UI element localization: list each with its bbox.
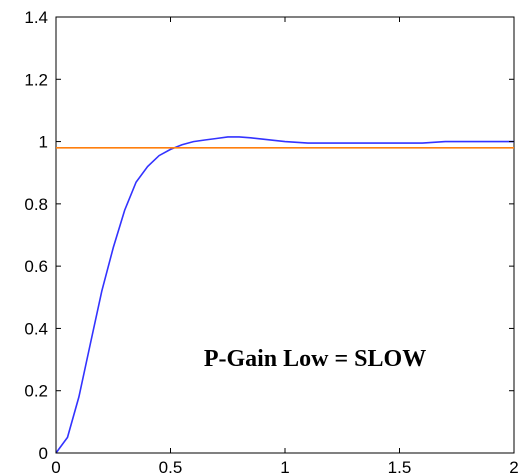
x-tick-label: 0 [51, 458, 60, 476]
x-axis: 0 0.5 1 1.5 2 [51, 17, 519, 476]
x-tick-label: 1.5 [388, 458, 412, 476]
y-tick-label: 0.2 [24, 382, 48, 401]
y-tick-label: 0.6 [24, 257, 48, 276]
y-tick-label: 0.4 [24, 319, 48, 338]
response-curve-line [55, 136, 514, 454]
y-tick-label: 1 [39, 133, 48, 152]
x-tick-label: 1 [280, 458, 289, 476]
y-tick-label: 0 [39, 444, 48, 463]
y-axis: 0 0.2 0.4 0.6 0.8 1 1.2 1.4 [24, 8, 514, 463]
y-tick-label: 0.8 [24, 195, 48, 214]
y-tick-label: 1.2 [24, 70, 48, 89]
plot-area [55, 16, 515, 454]
chart-annotation: P-Gain Low = SLOW [204, 346, 426, 372]
x-tick-label: 0.5 [159, 458, 183, 476]
series-layer [55, 136, 514, 454]
y-tick-label: 1.4 [24, 8, 48, 27]
x-tick-label: 2 [509, 458, 518, 476]
